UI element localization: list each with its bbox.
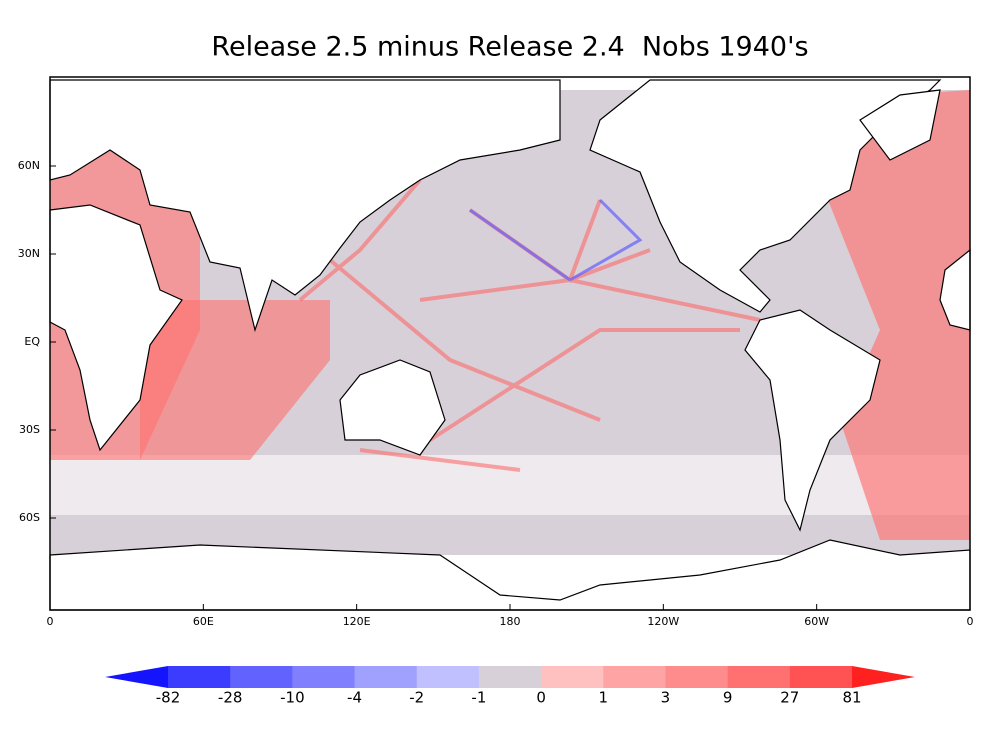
colorbar-box	[665, 666, 729, 688]
sparse-band	[50, 455, 970, 515]
lon-label: 60W	[804, 615, 829, 628]
africa	[49, 204, 183, 452]
lon-label: 120W	[647, 615, 679, 628]
australia	[339, 359, 446, 456]
colorbar-box	[168, 666, 231, 688]
colorbar-label: -4	[347, 689, 362, 707]
eurasia	[49, 79, 561, 333]
lon-label: 180	[500, 615, 521, 628]
lat-label: EQ	[24, 335, 40, 348]
south-america	[744, 309, 881, 532]
colorbar-arrow	[105, 666, 168, 688]
colorbar-box	[478, 666, 542, 688]
colorbar-box	[292, 666, 356, 688]
colorbar: -82 -28 -10 -4 -2 -1 0 1 3 9 27 81	[105, 666, 915, 707]
map	[49, 76, 971, 611]
north-america	[589, 79, 942, 313]
greenland	[859, 89, 941, 161]
colorbar-label: 81	[842, 689, 861, 707]
colorbar-arrow	[852, 666, 915, 688]
colorbar-box	[541, 666, 604, 688]
lat-label: 60S	[19, 511, 40, 524]
colorbar-box	[354, 666, 418, 688]
lon-label: 0	[967, 615, 974, 628]
title: Release 2.5 minus Release 2.4 Nobs 1940'…	[211, 32, 808, 63]
colorbar-label: 3	[661, 689, 671, 707]
colorbar-label: -82	[156, 689, 181, 707]
colorbar-box	[789, 666, 853, 688]
colorbar-label: 1	[598, 689, 608, 707]
colorbar-box	[603, 666, 666, 688]
lat-label: 60N	[18, 159, 40, 172]
lon-label: 120E	[343, 615, 371, 628]
blue-lanes	[469, 198, 643, 282]
red-area	[820, 90, 970, 540]
colorbar-box	[230, 666, 293, 688]
colorbar-label: -2	[409, 689, 424, 707]
lat-label: 30N	[18, 247, 40, 260]
lon-label: 60E	[193, 615, 214, 628]
lon-label: 0	[47, 615, 54, 628]
axis-labels: 0 60E 120E 180 120W 60W 0 60N 30N EQ 30S 60S	[18, 159, 974, 628]
colorbar-label: 9	[723, 689, 733, 707]
red-area	[140, 300, 330, 460]
colorbar-label: -10	[280, 689, 305, 707]
colorbar-label: -1	[471, 689, 486, 707]
colorbar-label: 27	[780, 689, 799, 707]
colorbar-label: -28	[218, 689, 243, 707]
colorbar-box	[416, 666, 480, 688]
colorbar-label: 0	[536, 689, 546, 707]
colorbar-box	[727, 666, 791, 688]
lat-label: 30S	[19, 423, 40, 436]
